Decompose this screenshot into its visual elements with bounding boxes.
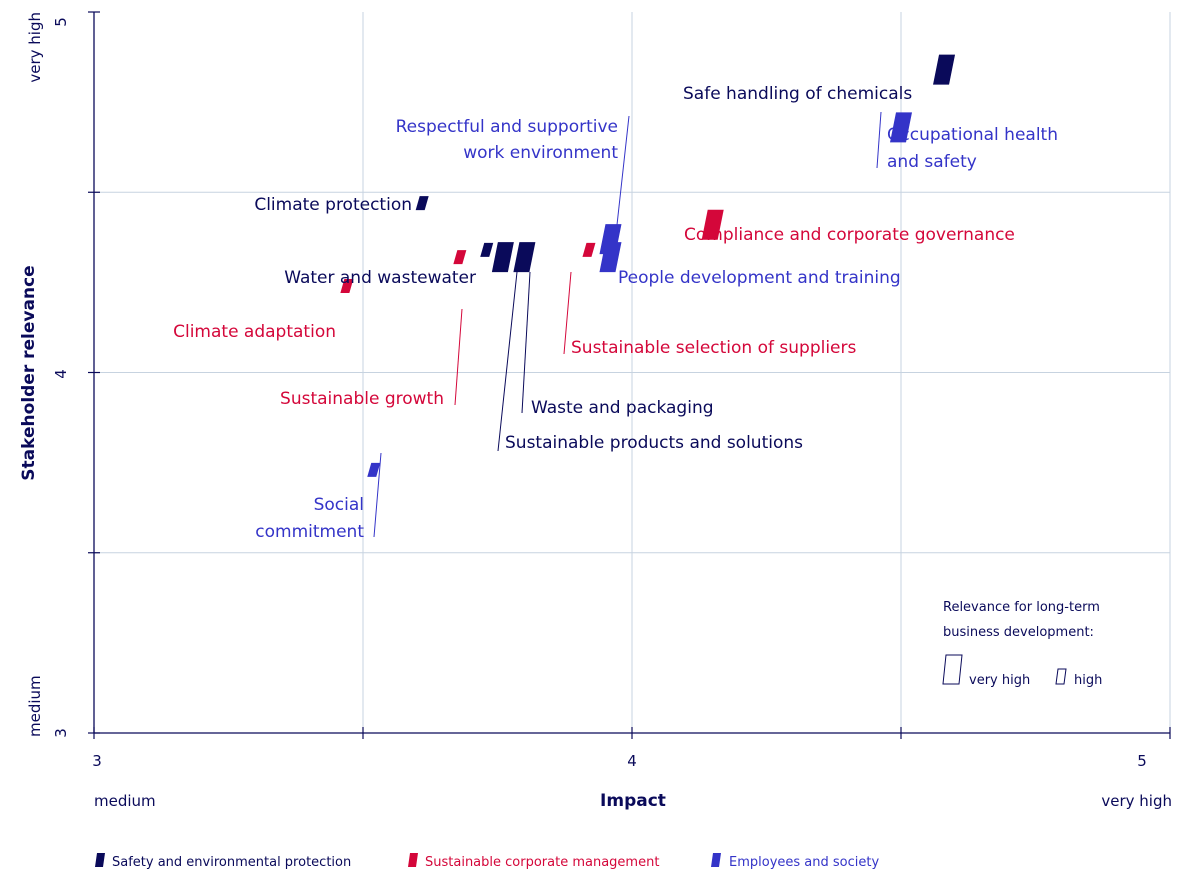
label-social-commitment-line-2: commitment — [255, 522, 364, 542]
label-compliance-and-corporate-governance: Compliance and corporate governance — [684, 225, 1015, 245]
label-respectful-and-supportive-work-environment-line-1: Respectful and supportive — [396, 117, 618, 137]
label-sustainable-growth: Sustainable growth — [280, 389, 444, 409]
connector-sustainable-selection-of-suppliers — [563, 271, 572, 355]
size-legend-high-swatch — [1055, 668, 1067, 685]
point-compliance-and-corporate-governance — [701, 209, 724, 240]
size-legend-high-label: high — [1074, 673, 1102, 688]
size-legend-very-high-swatch — [942, 654, 963, 685]
point-climate-adaptation — [340, 278, 354, 293]
point-people-development-and-training — [599, 242, 622, 273]
x-high-label: very high — [1101, 792, 1172, 810]
size-legend-title-2: business development: — [943, 625, 1094, 640]
point-water-and-wastewater — [480, 242, 494, 257]
x-axis-title: Impact — [600, 791, 666, 811]
legend-swatch-employees — [711, 853, 721, 867]
point-waste-and-packaging — [513, 242, 536, 273]
point-sustainable-products-and-solutions — [491, 242, 514, 273]
point-social-commitment — [367, 462, 381, 477]
label-people-development-and-training: People development and training — [618, 268, 901, 288]
legend-label-safety: Safety and environmental protection — [112, 855, 351, 870]
legend-swatch-corporate — [408, 853, 418, 867]
label-waste-and-packaging: Waste and packaging — [531, 398, 714, 418]
label-climate-protection: Climate protection — [254, 195, 412, 215]
point-climate-protection — [415, 196, 429, 211]
connector-sustainable-products-and-solutions — [497, 271, 518, 452]
size-legend-title-1: Relevance for long-term — [943, 600, 1100, 615]
y-tick-label-4: 4 — [52, 369, 70, 379]
size-legend-very-high-label: very high — [969, 673, 1030, 688]
connector-social-commitment — [373, 452, 382, 538]
size-legend: Relevance for long-term business develop… — [942, 600, 1102, 688]
series-legend: Safety and environmental protection Sust… — [95, 853, 879, 870]
label-sustainable-products-and-solutions: Sustainable products and solutions — [505, 433, 803, 453]
axes — [88, 11, 1171, 739]
y-axis-title: Stakeholder relevance — [19, 265, 39, 480]
label-connectors — [373, 111, 882, 538]
connector-occupational-health-and-safety — [876, 111, 882, 169]
legend-label-corporate: Sustainable corporate management — [425, 855, 659, 870]
label-occupational-health-and-safety-line-2: and safety — [887, 152, 977, 172]
grid-lines — [94, 12, 1171, 733]
x-tick-label-3: 3 — [92, 752, 102, 770]
y-tick-label-3: 3 — [52, 728, 70, 738]
label-occupational-health-and-safety-line-1: Occupational health — [887, 125, 1058, 145]
y-tick-label-5: 5 — [52, 17, 70, 27]
legend-label-employees: Employees and society — [729, 855, 879, 870]
point-sustainable-growth — [453, 250, 467, 265]
connector-waste-and-packaging — [521, 271, 531, 414]
x-tick-label-5: 5 — [1137, 752, 1147, 770]
data-points — [340, 54, 956, 477]
label-safe-handling-of-chemicals: Safe handling of chemicals — [683, 84, 912, 104]
point-safe-handling-of-chemicals — [933, 54, 956, 85]
label-climate-adaptation: Climate adaptation — [173, 322, 336, 342]
label-sustainable-selection-of-suppliers: Sustainable selection of suppliers — [571, 338, 857, 358]
y-high-label: very high — [26, 12, 44, 83]
legend-swatch-safety — [95, 853, 105, 867]
point-occupational-health-and-safety — [890, 112, 912, 143]
y-low-label: medium — [26, 675, 44, 737]
point-sustainable-selection-of-suppliers — [582, 242, 596, 257]
x-tick-label-4: 4 — [627, 752, 637, 770]
label-water-and-wastewater: Water and wastewater — [284, 268, 476, 288]
label-social-commitment-line-1: Social — [314, 495, 364, 515]
point-labels: Safe handling of chemicals Climate protec… — [173, 84, 1058, 542]
label-respectful-and-supportive-work-environment-line-2: work environment — [463, 143, 618, 163]
x-low-label: medium — [94, 792, 156, 810]
connector-sustainable-growth — [454, 308, 463, 406]
